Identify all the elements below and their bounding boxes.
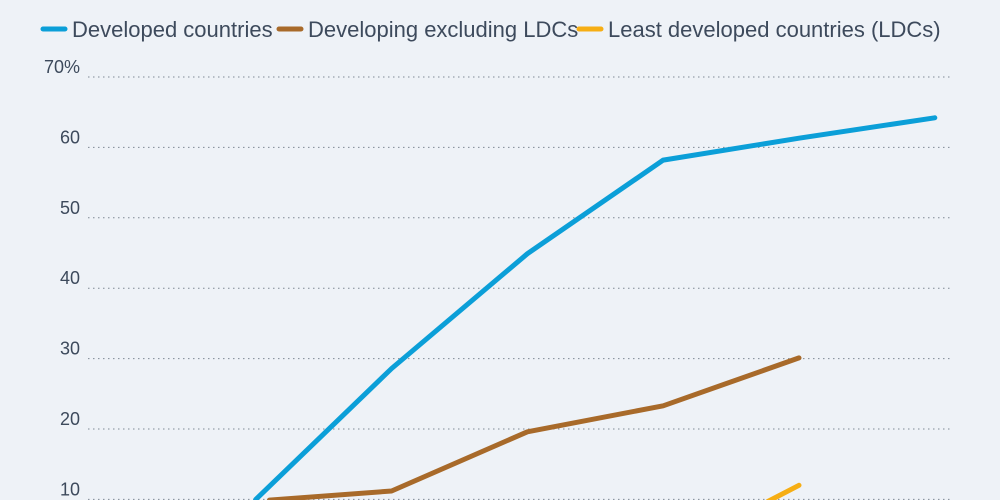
y-tick-label-10: 10 <box>60 479 80 499</box>
legend-label-2: Least developed countries (LDCs) <box>608 17 941 42</box>
series-line-1 <box>266 355 802 500</box>
gridlines <box>88 76 953 500</box>
y-tick-label-60: 60 <box>60 127 80 147</box>
legend-label-0: Developed countries <box>72 17 273 42</box>
y-tick-label-30: 30 <box>60 339 80 359</box>
legend-item-1: Developing excluding LDCs <box>276 17 578 42</box>
legend-label-1: Developing excluding LDCs <box>308 17 578 42</box>
y-axis-tick-labels: 10 20 30 40 50 60 70% <box>44 57 80 499</box>
legend-item-2: Least developed countries (LDCs) <box>576 17 941 42</box>
series-line-2 <box>765 482 802 500</box>
legend: Developed countries Developing excluding … <box>40 17 941 42</box>
y-tick-label-20: 20 <box>60 409 80 429</box>
y-tick-label-40: 40 <box>60 268 80 288</box>
series-line-0 <box>253 115 938 500</box>
series-lines <box>253 115 938 500</box>
y-tick-label-70: 70% <box>44 57 80 77</box>
legend-item-0: Developed countries <box>40 17 273 42</box>
y-tick-label-50: 50 <box>60 198 80 218</box>
